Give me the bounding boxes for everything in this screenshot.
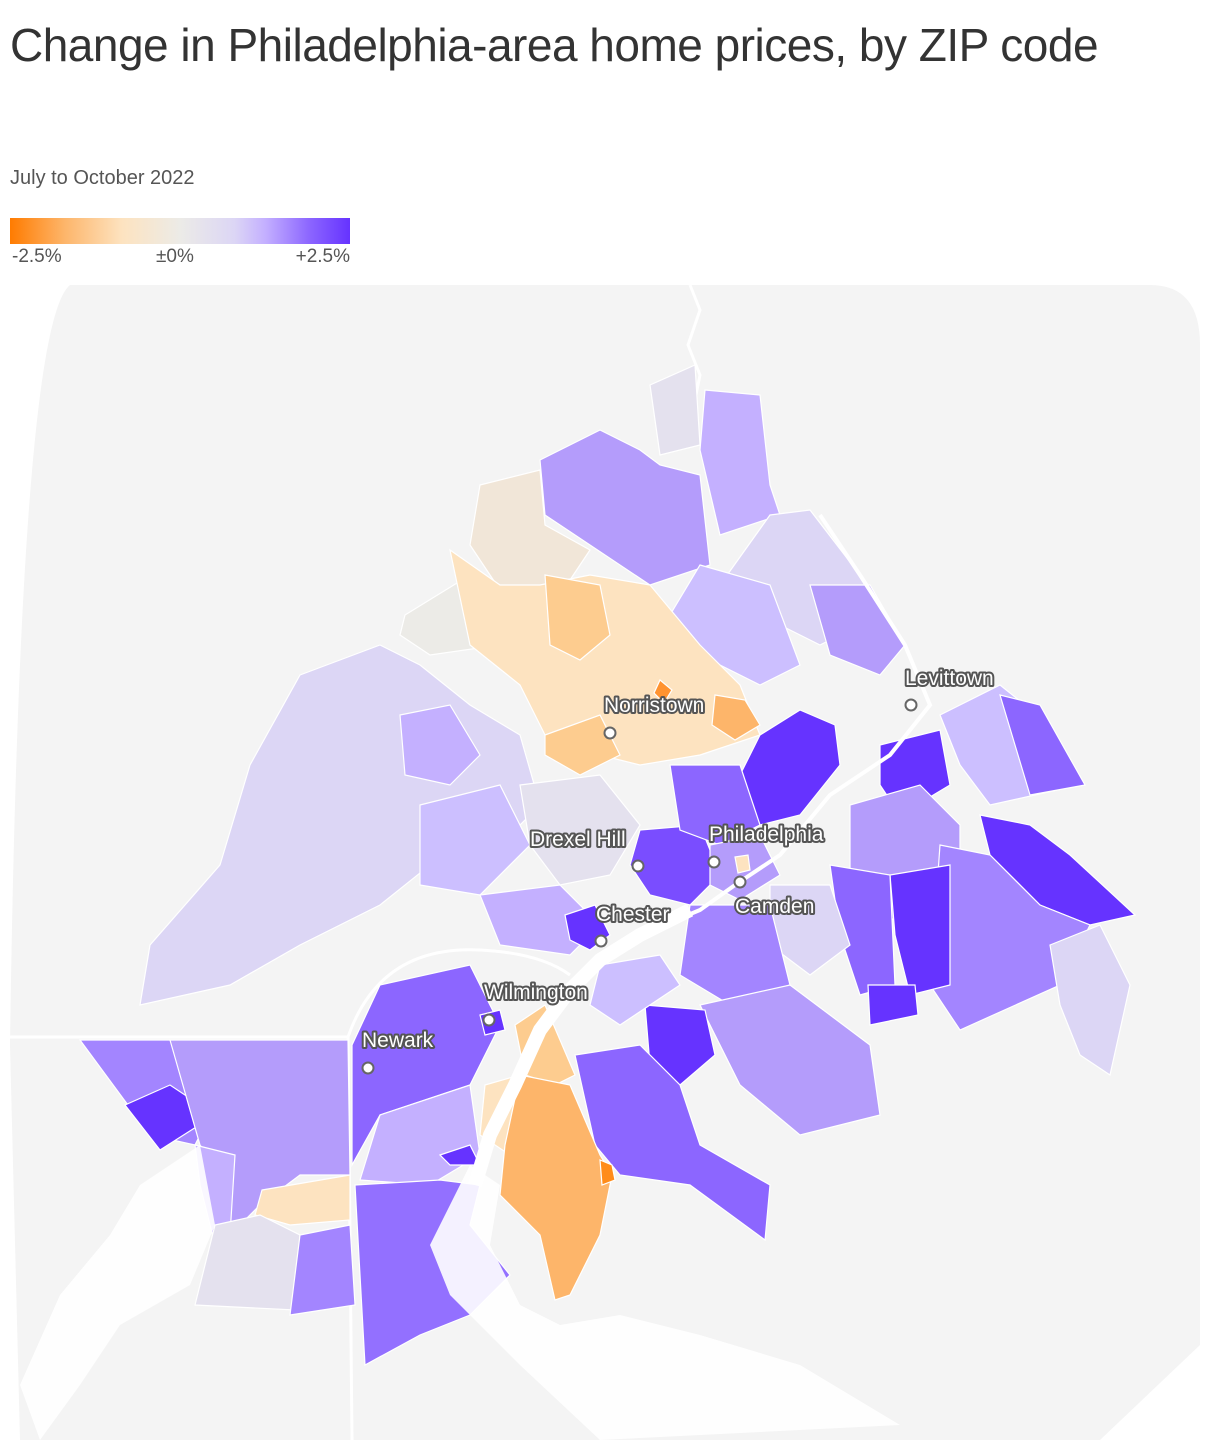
svg-text:Norristown: Norristown (604, 694, 704, 717)
zip-region (289, 1224, 356, 1316)
zip-region (734, 854, 751, 874)
city-marker-chester: Chester (594, 901, 672, 948)
svg-text:Chester: Chester (596, 903, 670, 926)
zip-region (544, 714, 621, 776)
svg-text:Newark: Newark (362, 1029, 434, 1052)
zip-region (419, 784, 531, 896)
zip-region (254, 1174, 351, 1226)
legend-labels: -2.5% ±0% +2.5% (10, 244, 350, 270)
city-marker-newark: Newark (360, 1027, 436, 1075)
zip-region (519, 774, 641, 886)
svg-text:Camden: Camden (735, 895, 814, 918)
svg-text:Drexel Hill: Drexel Hill (530, 828, 626, 851)
zip-region (574, 1044, 771, 1242)
city-markers: Levittown Norristown Drexel Hill Philade… (360, 665, 996, 1075)
chart-subtitle: July to October 2022 (10, 167, 195, 189)
zip-region (867, 984, 919, 1026)
legend-max-label: +2.5% (295, 246, 350, 267)
zip-region (399, 704, 481, 786)
zip-region (599, 1159, 616, 1186)
chesapeake-water (20, 1145, 215, 1440)
zip-region (469, 469, 591, 596)
zip-regions (78, 364, 1137, 1366)
city-marker-norristown: Norristown (602, 692, 706, 740)
svg-text:Wilmington: Wilmington (484, 981, 588, 1004)
zip-region (653, 679, 673, 704)
svg-text:Levittown: Levittown (905, 667, 994, 690)
zip-region (711, 694, 761, 741)
city-marker-drexel-hill: Drexel Hill (528, 826, 645, 873)
rivers (468, 513, 933, 1188)
zip-region (351, 964, 501, 1168)
delaware-bay (430, 1165, 900, 1440)
svg-text:Philadelphia: Philadelphia (709, 823, 824, 846)
choropleth-map: Levittown Norristown Drexel Hill Philade… (0, 284, 1220, 1441)
zip-region (1049, 924, 1131, 1076)
city-marker-levittown: Levittown (903, 665, 996, 712)
legend-mid-label: ±0% (156, 246, 194, 267)
zip-region (589, 954, 681, 1026)
zip-region (669, 764, 761, 846)
legend-min-label: -2.5% (12, 246, 62, 267)
zip-region (699, 984, 881, 1136)
legend-gradient-bar (10, 218, 350, 244)
zip-region (544, 574, 611, 661)
color-legend: -2.5% ±0% +2.5% (10, 218, 350, 270)
city-marker-camden: Camden (733, 875, 816, 920)
city-marker-wilmington: Wilmington (482, 979, 590, 1027)
zip-region (539, 429, 711, 586)
zip-region (354, 1179, 511, 1366)
chart-title: Change in Philadelphia-area home prices,… (10, 19, 1099, 71)
zip-region (889, 864, 951, 996)
zip-region (999, 694, 1086, 796)
zip-region (499, 1074, 613, 1301)
city-marker-philadelphia: Philadelphia (707, 821, 826, 869)
